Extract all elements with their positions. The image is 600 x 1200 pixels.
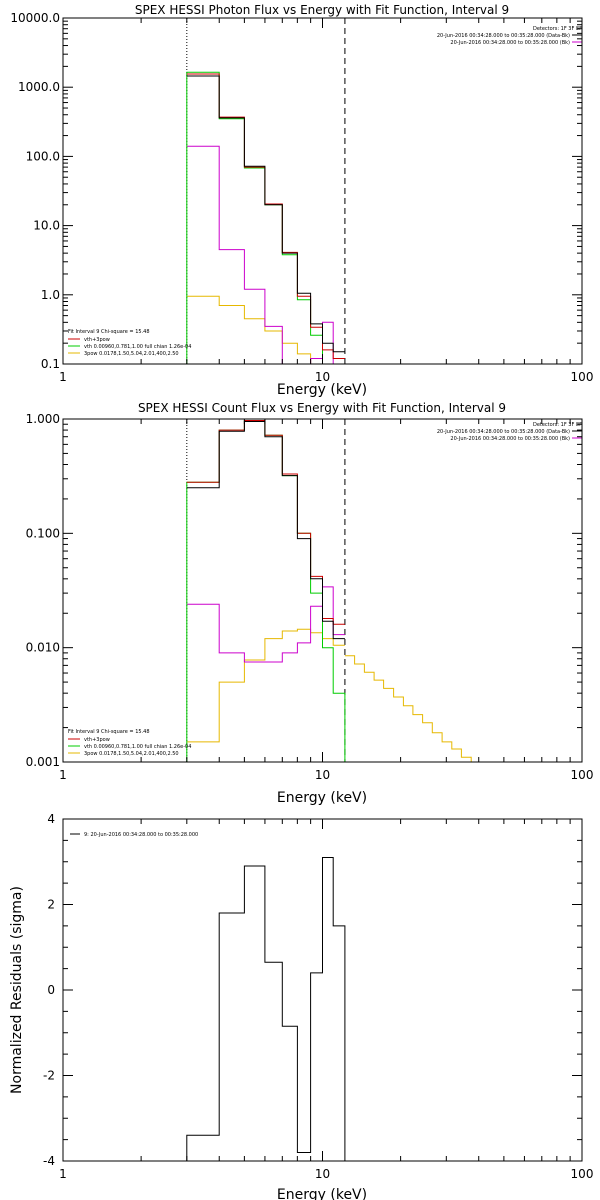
series-vth-3pow-line xyxy=(186,420,345,625)
photon-flux-title: SPEX HESSI Photon Flux vs Energy with Fi… xyxy=(135,3,509,17)
photon-flux-panel: SPEX HESSI Photon Flux vs Energy with Fi… xyxy=(10,3,593,398)
y-tick-label: 1.0 xyxy=(41,288,60,302)
count-flux-panel: SPEX HESSI Count Flux vs Energy with Fit… xyxy=(26,401,594,806)
y-tick-label: 1000.0 xyxy=(18,80,60,94)
y-tick-label: 10000.0 xyxy=(10,11,60,25)
series-bk-line xyxy=(186,586,345,663)
y-tick-label: 0 xyxy=(47,983,55,997)
legend-data-bk: 20-Jun-2016 00:34:28.000 to 00:35:28.000… xyxy=(437,33,570,39)
residuals-series xyxy=(186,857,346,1161)
x-tick-label: 100 xyxy=(571,1167,594,1181)
legend-detectors: Detectors: 1F 3F 8F xyxy=(533,26,582,32)
legend-vth3pow: vth+3pow xyxy=(84,337,110,343)
legend-fit-interval: Fit Interval 9 Chi-square = 15.48 xyxy=(68,729,150,735)
x-tick-label: 10 xyxy=(315,768,330,782)
count-flux-title: SPEX HESSI Count Flux vs Energy with Fit… xyxy=(138,401,506,415)
photon-flux-legend-bottom-left: Fit Interval 9 Chi-square = 15.48 vth+3p… xyxy=(68,329,191,357)
series-data-bk-line xyxy=(186,421,345,640)
y-tick-label: 0.1 xyxy=(41,357,60,371)
legend-bk: 20-Jun-2016 00:34:28.000 to 00:35:28.000… xyxy=(450,40,570,46)
residuals-legend-label: 9: 20-Jun-2016 00:34:28.000 to 00:35:28.… xyxy=(84,832,198,838)
series-3pow-extension-line xyxy=(344,655,472,762)
count-flux-axes: 1 10 100 0.001 0.010 0.100 1.000 xyxy=(26,412,594,782)
series-3pow-line xyxy=(186,628,345,743)
x-tick-label: 1 xyxy=(59,768,67,782)
y-tick-label: -4 xyxy=(43,1154,55,1168)
series-9-20-jun-2016-00-34-28-000-to--line xyxy=(186,857,346,1161)
legend-bk: 20-Jun-2016 00:34:28.000 to 00:35:28.000… xyxy=(450,436,570,442)
y-tick-label: 0.100 xyxy=(26,526,60,540)
residuals-xlabel: Energy (keV) xyxy=(277,1187,367,1200)
x-tick-label: 100 xyxy=(571,370,594,384)
y-tick-label: 2 xyxy=(47,898,55,912)
y-tick-label: -2 xyxy=(43,1069,55,1083)
count-flux-legend-top-right: Detectors: 1F 3F 8F 20-Jun-2016 00:34:28… xyxy=(437,422,582,442)
residuals-panel: 9: 20-Jun-2016 00:34:28.000 to 00:35:28.… xyxy=(9,812,593,1200)
x-tick-label: 10 xyxy=(315,1167,330,1181)
y-tick-label: 1.000 xyxy=(26,412,60,426)
x-tick-label: 100 xyxy=(571,768,594,782)
plot-frame xyxy=(62,17,583,365)
x-tick-label: 1 xyxy=(59,370,67,384)
series-vth-line xyxy=(186,71,346,364)
legend-data-bk: 20-Jun-2016 00:34:28.000 to 00:35:28.000… xyxy=(437,429,570,435)
photon-flux-series xyxy=(186,18,346,364)
legend-vth: vth 0.00960,0.781,1.00 full chian 1.26e-… xyxy=(84,344,191,350)
series-bk-line xyxy=(186,145,345,364)
residuals-axes: 1 10 100 -4 -2 0 2 4 xyxy=(43,812,593,1181)
legend-detectors: Detectors: 1F 3F 8F xyxy=(533,422,582,428)
residuals-legend: 9: 20-Jun-2016 00:34:28.000 to 00:35:28.… xyxy=(70,832,198,838)
photon-flux-legend-top-right: Detectors: 1F 3F 8F 20-Jun-2016 00:34:28… xyxy=(437,26,582,46)
residuals-ylabel: Normalized Residuals (sigma) xyxy=(9,886,25,1094)
series-data-bk-line xyxy=(186,75,345,353)
legend-3pow: 3pow 0.0178,1.50,5.04,2.01,400,2.50 xyxy=(84,751,179,757)
photon-flux-axes: 1 10 100 0.1 1.0 10.0 100.0 1000.0 10000.0 xyxy=(10,11,593,384)
y-tick-label: 100.0 xyxy=(26,149,60,163)
y-tick-label: 4 xyxy=(47,812,55,826)
count-flux-legend-bottom-left: Fit Interval 9 Chi-square = 15.48 vth+3p… xyxy=(68,729,191,757)
legend-fit-interval: Fit Interval 9 Chi-square = 15.48 xyxy=(68,329,150,335)
x-tick-label: 10 xyxy=(315,370,330,384)
photon-flux-xlabel: Energy (keV) xyxy=(277,382,367,398)
series-vth-3pow-line xyxy=(186,73,345,359)
series-vth-line xyxy=(186,420,346,762)
legend-vth3pow: vth+3pow xyxy=(84,737,110,743)
y-tick-label: 10.0 xyxy=(33,219,60,233)
legend-vth: vth 0.00960,0.781,1.00 full chian 1.26e-… xyxy=(84,744,191,750)
series-3pow-line xyxy=(186,295,323,364)
count-flux-xlabel: Energy (keV) xyxy=(277,790,367,806)
x-tick-label: 1 xyxy=(59,1167,67,1181)
y-tick-label: 0.010 xyxy=(26,641,60,655)
legend-3pow: 3pow 0.0178,1.50,5.04,2.01,400,2.50 xyxy=(84,351,179,357)
count-flux-series xyxy=(186,419,472,762)
y-tick-label: 0.001 xyxy=(26,755,60,769)
